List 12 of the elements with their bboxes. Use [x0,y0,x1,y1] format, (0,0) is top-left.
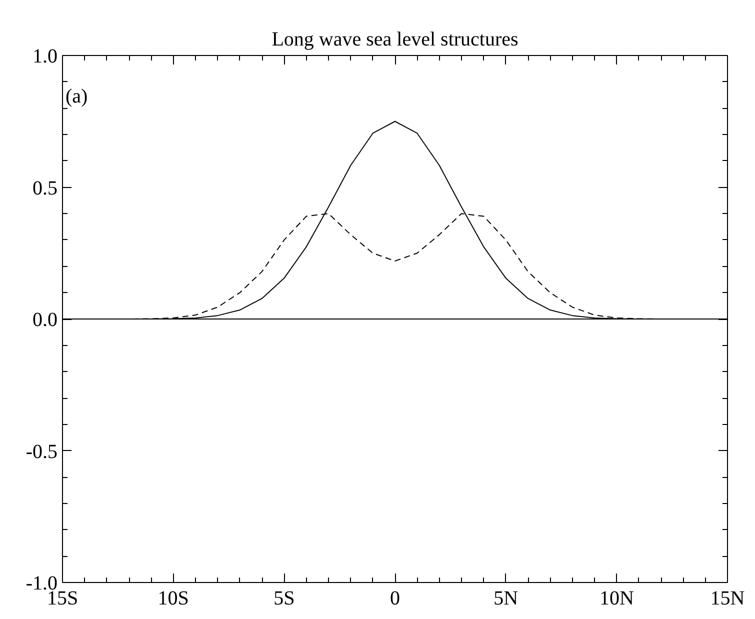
annotation: (a) [66,86,88,108]
y-tick-label: 0.5 [32,177,58,200]
x-tick-label: 10N [599,588,634,610]
x-tick-label: 5S [274,588,295,610]
x-tick-label: 10S [158,588,189,610]
x-tick-label: 15N [710,588,745,610]
chart-title: Long wave sea level structures [272,28,519,50]
x-tick-label: 0 [390,588,400,610]
y-tick-label: 0.0 [32,309,58,331]
y-tick-label: -0.5 [26,440,58,463]
y-tick-label: 1.0 [32,46,58,68]
x-tick-label: 5N [494,588,518,610]
